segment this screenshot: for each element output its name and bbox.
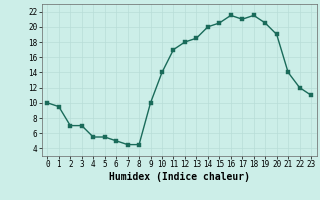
X-axis label: Humidex (Indice chaleur): Humidex (Indice chaleur) — [109, 172, 250, 182]
